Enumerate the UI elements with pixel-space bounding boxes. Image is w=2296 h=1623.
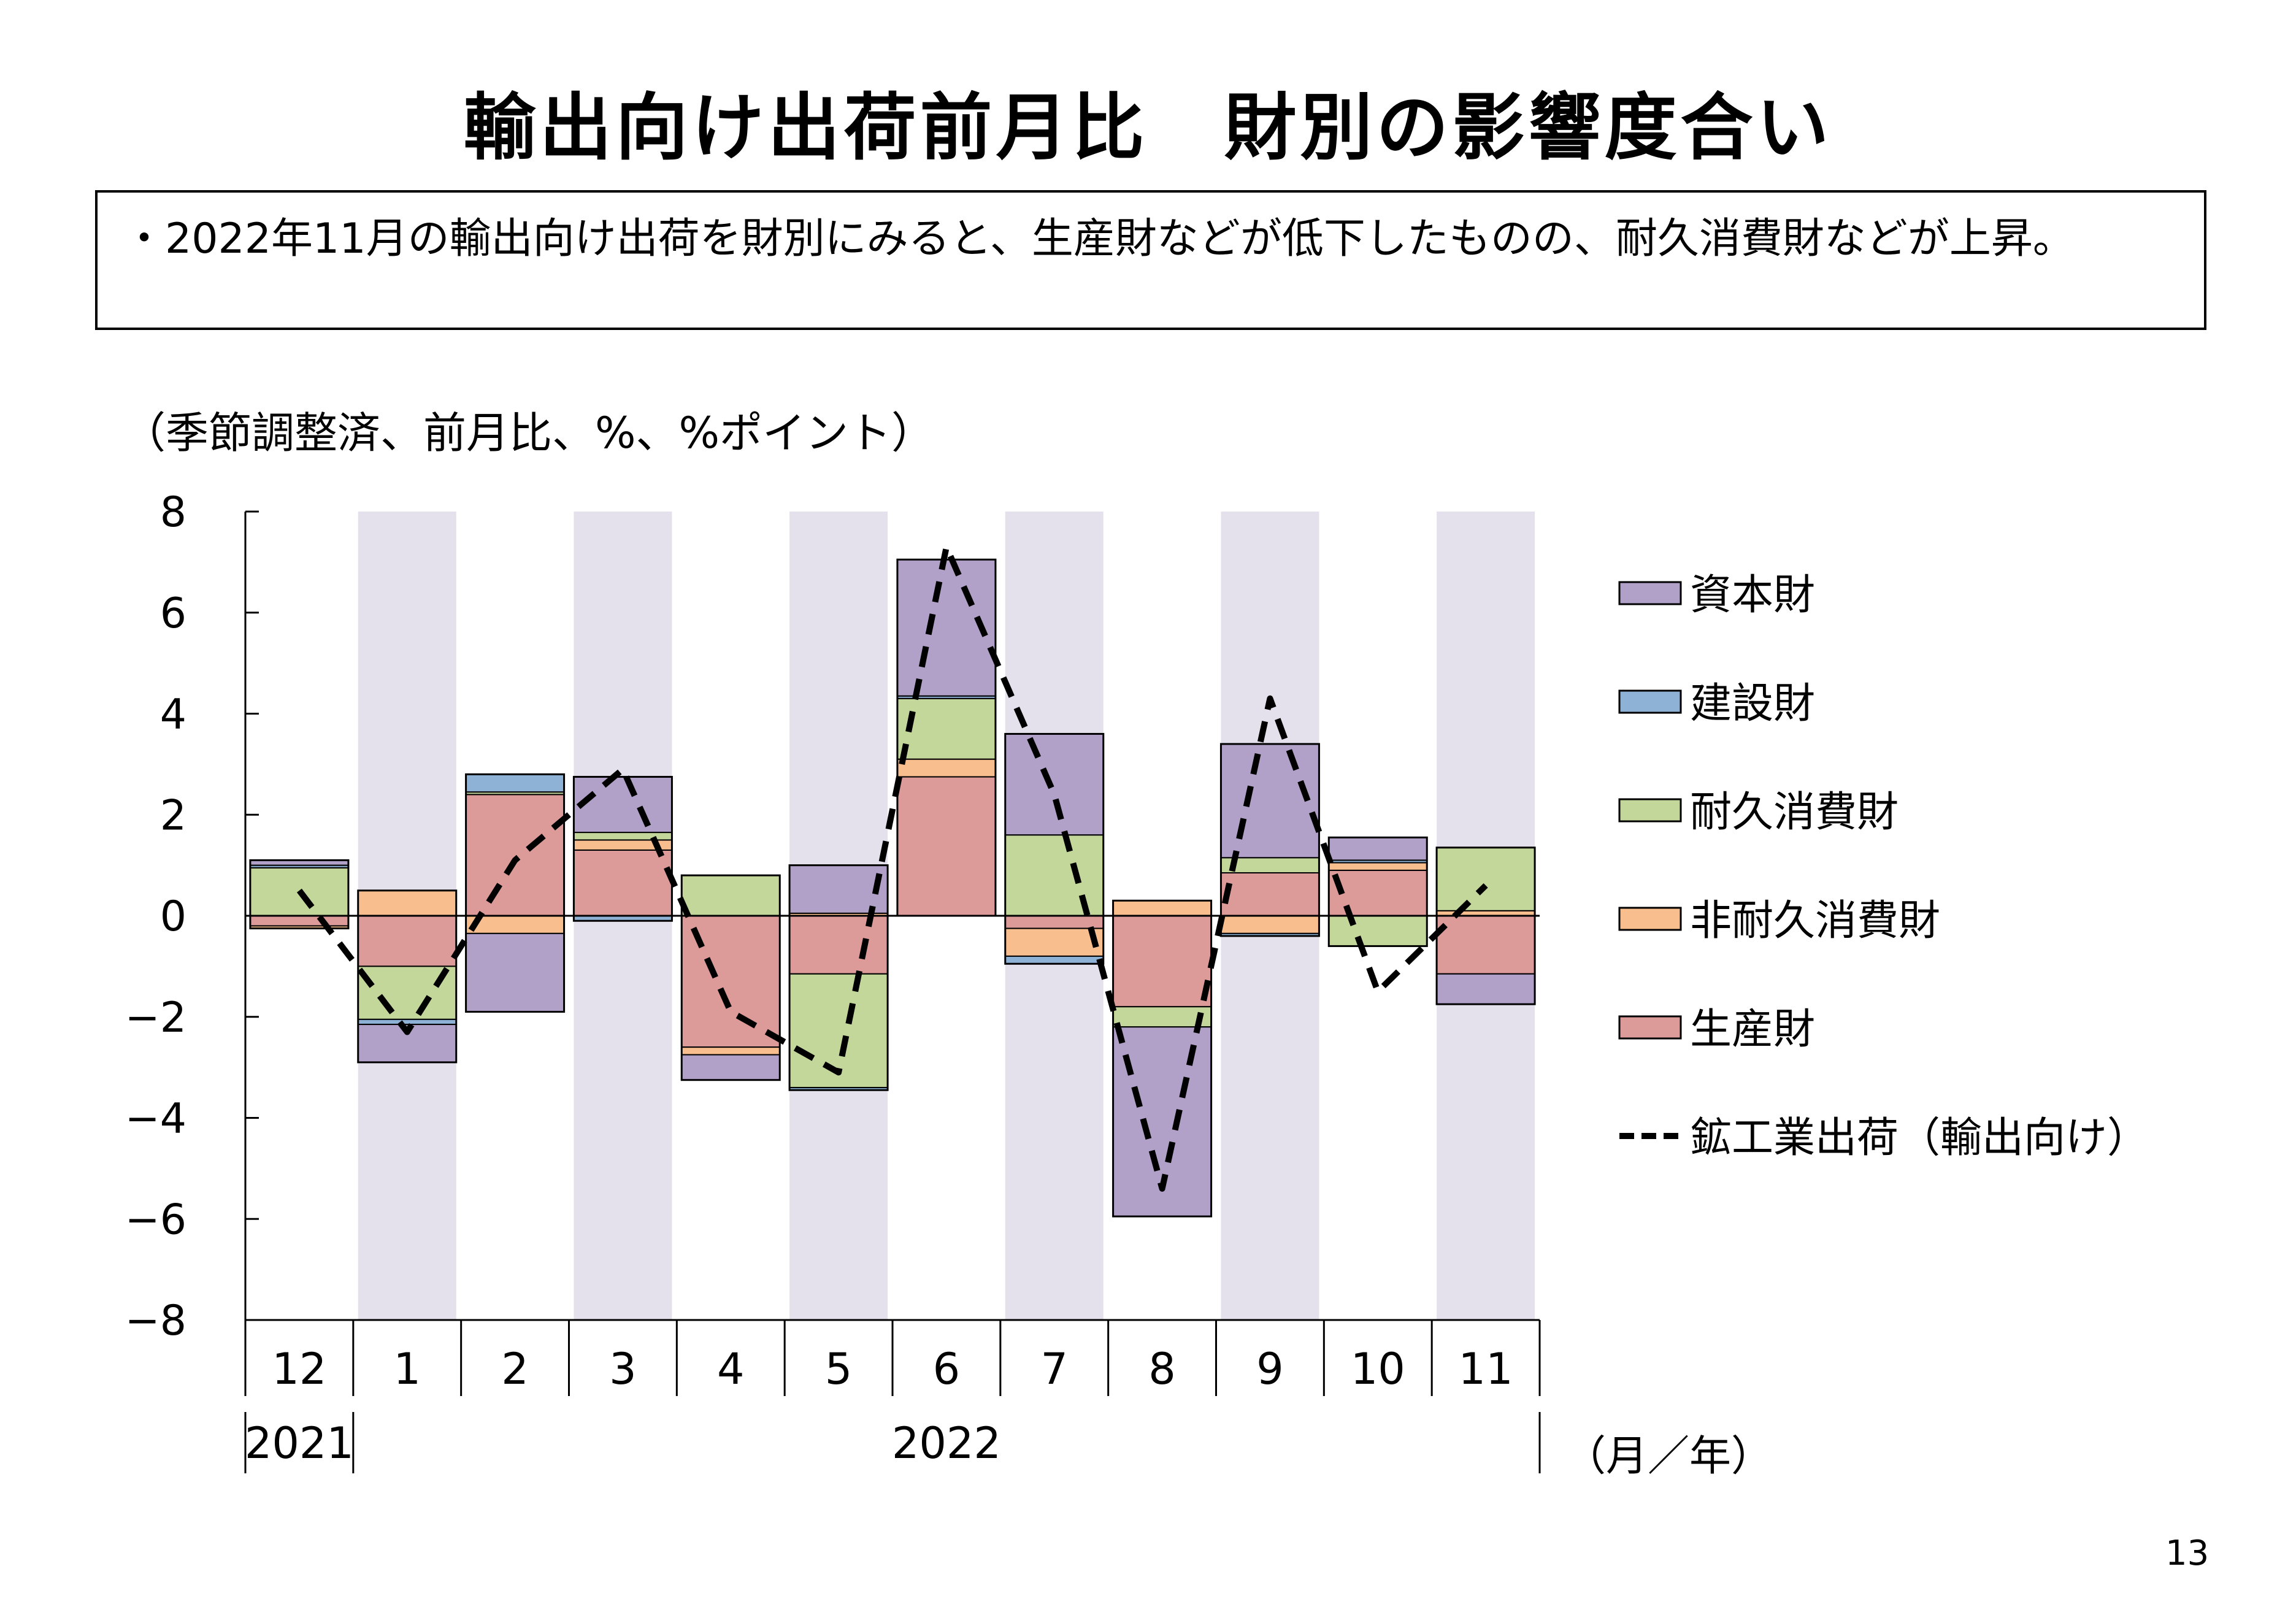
x-tick-label: 5 <box>825 1344 853 1394</box>
bar-segment <box>1004 834 1104 916</box>
legend-swatch <box>1618 581 1682 605</box>
bar-segment <box>1112 915 1212 1008</box>
bar-segment <box>1004 733 1104 836</box>
bar-segment <box>1004 927 1104 957</box>
bar-segment <box>465 932 565 1013</box>
shipment-total-line <box>296 543 1488 1192</box>
bar-segment <box>681 1054 781 1081</box>
bar-segment <box>573 832 673 841</box>
summary-box: ・2022年11月の輸出向け出荷を財別にみると、生産財などが低下したものの、耐久… <box>95 190 2206 330</box>
x-tick-label: 10 <box>1351 1344 1405 1394</box>
page-title: 輸出向け出荷前月比 財別の影響度合い <box>463 85 1833 170</box>
legend-label: 生産財 <box>1690 1005 1815 1054</box>
x-tick-label: 6 <box>933 1344 961 1394</box>
x-tick-label: 4 <box>717 1344 745 1394</box>
legend-label: 非耐久消費財 <box>1690 897 1940 945</box>
legend-label: 耐久消費財 <box>1690 788 1899 837</box>
bar-segment <box>573 849 673 916</box>
bar-segment <box>357 889 457 916</box>
bar-segment <box>1112 900 1212 916</box>
bar-segment <box>465 773 565 793</box>
unit-note: （季節調整済、前月比、%、%ポイント） <box>123 408 935 458</box>
bar-segment <box>573 776 673 834</box>
y-tick-label: −8 <box>125 1297 186 1345</box>
summary-text: ・2022年11月の輸出向け出荷を財別にみると、生産財などが低下したものの、耐久… <box>123 215 2075 263</box>
legend-swatch <box>1618 907 1682 931</box>
bar-segment <box>1220 743 1320 859</box>
y-tick-label: −4 <box>125 1095 186 1143</box>
y-tick-label: 2 <box>160 791 186 840</box>
bar-segment <box>896 776 996 916</box>
bar-segment <box>789 915 889 975</box>
bar-segment <box>465 794 565 917</box>
x-tick-label: 9 <box>1256 1344 1284 1394</box>
year-label: 2022 <box>892 1418 1001 1468</box>
x-tick-label: 2 <box>501 1344 529 1394</box>
x-tick-label: 8 <box>1148 1344 1176 1394</box>
x-tick-label: 7 <box>1040 1344 1068 1394</box>
bar-segment <box>681 875 781 916</box>
x-tick-label: 12 <box>272 1344 326 1394</box>
bar-segment <box>896 758 996 778</box>
bar-segment <box>1328 837 1428 861</box>
bar-segment <box>681 1046 781 1056</box>
y-tick-label: 6 <box>160 589 186 638</box>
y-tick-label: 0 <box>160 892 186 941</box>
bar-segment <box>789 864 889 914</box>
y-tick-label: 8 <box>160 488 186 537</box>
bar-segment <box>1004 915 1104 929</box>
bar-segment <box>1328 862 1428 871</box>
bar-segment <box>1436 915 1536 975</box>
y-tick-label: −6 <box>125 1195 186 1244</box>
legend-swatch <box>1618 689 1682 714</box>
bar-segment <box>357 915 457 967</box>
bar-segment <box>357 1018 457 1026</box>
x-tick-label: 1 <box>393 1344 421 1394</box>
bar-segment <box>1436 973 1536 1005</box>
y-tick-label: −2 <box>125 994 186 1042</box>
bar-segment <box>1220 915 1320 934</box>
legend-label: 資本財 <box>1690 571 1815 620</box>
bar-segment <box>249 915 349 927</box>
legend-label: 鉱工業出荷（輸出向け） <box>1690 1114 2149 1162</box>
x-unit-label: （月／年） <box>1564 1432 1773 1481</box>
bar-segment <box>1328 915 1428 947</box>
legend-swatch <box>1618 798 1682 823</box>
x-tick-label: 11 <box>1459 1344 1513 1394</box>
year-label: 2021 <box>245 1418 354 1468</box>
y-tick-label: 4 <box>160 691 186 739</box>
page-number: 13 <box>2165 1533 2210 1573</box>
legend-swatch <box>1618 1015 1682 1040</box>
bar-segment <box>1004 955 1104 965</box>
x-tick-label: 3 <box>609 1344 637 1394</box>
bar-segment <box>1220 872 1320 916</box>
bar-segment <box>896 697 996 760</box>
bar-segment <box>1436 846 1536 911</box>
legend-label: 建設財 <box>1690 680 1815 728</box>
